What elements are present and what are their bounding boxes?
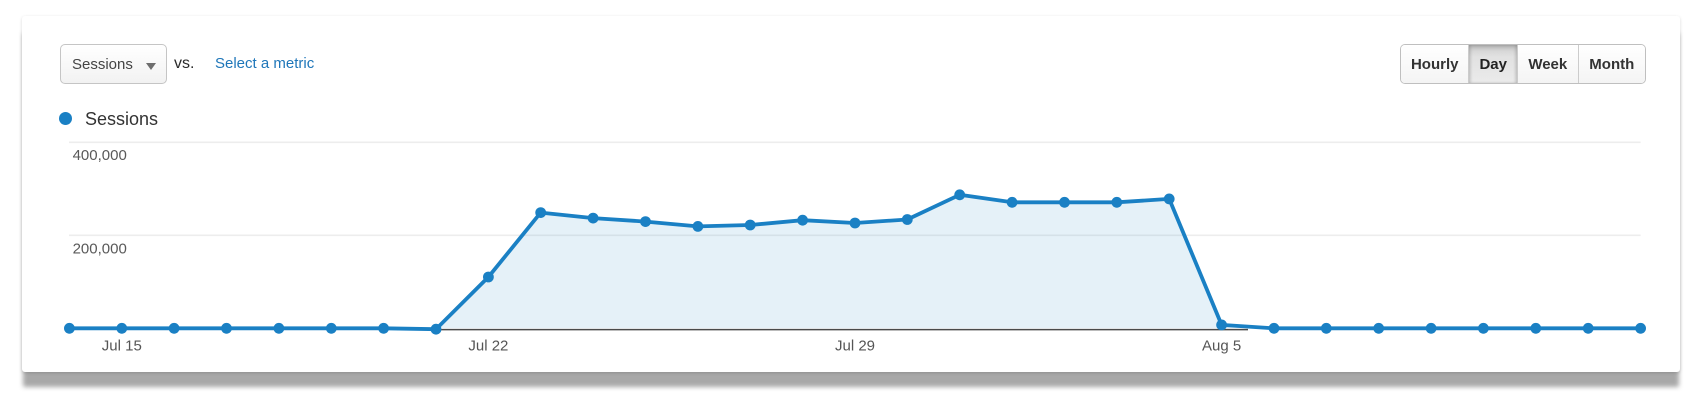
svg-text:Jul 29: Jul 29 xyxy=(835,337,875,354)
svg-text:400,000: 400,000 xyxy=(73,147,127,164)
svg-text:Jul 22: Jul 22 xyxy=(468,337,508,354)
svg-text:Jul 15: Jul 15 xyxy=(102,337,142,354)
svg-text:200,000: 200,000 xyxy=(73,240,127,257)
svg-text:Aug 5: Aug 5 xyxy=(1202,337,1241,354)
